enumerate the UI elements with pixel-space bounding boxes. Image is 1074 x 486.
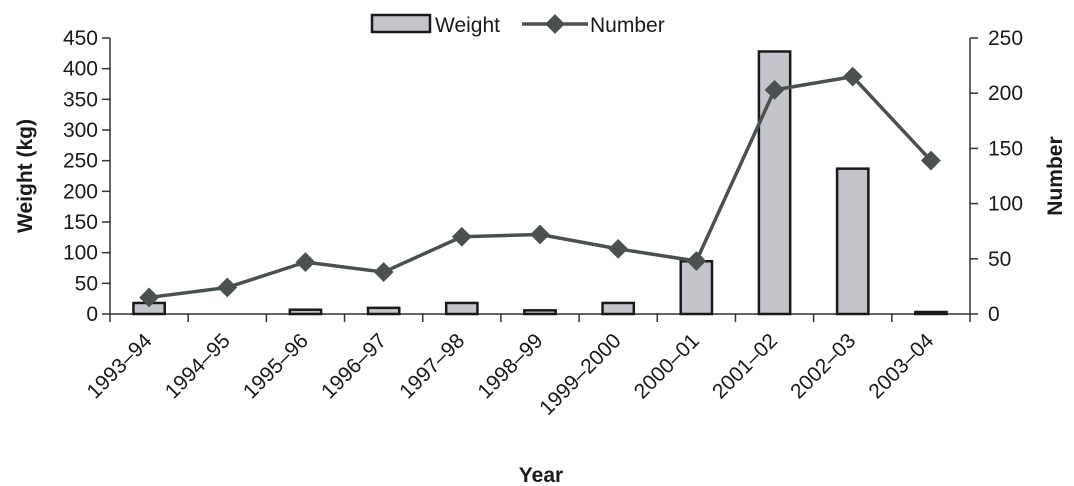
- right-tick-label: 100: [988, 193, 1023, 216]
- left-tick-label: 200: [63, 180, 98, 203]
- right-tick-label: 50: [988, 248, 1011, 271]
- x-tick-label: 1999–2000: [535, 329, 626, 420]
- number-marker: [451, 226, 472, 247]
- right-tick-label: 150: [988, 137, 1023, 160]
- weight-bar: [366, 306, 401, 316]
- weight-bar: [288, 308, 323, 316]
- right-tick-label: 250: [988, 27, 1023, 50]
- legend-number-label: Number: [590, 14, 665, 37]
- x-tick-label: 2003–04: [864, 329, 938, 403]
- number-marker: [139, 287, 159, 308]
- number-marker: [295, 252, 316, 273]
- number-marker: [217, 277, 238, 298]
- x-tick-label: 1995–96: [239, 329, 313, 403]
- weight-bar: [444, 301, 479, 316]
- number-series: [139, 66, 941, 308]
- left-tick-label: 450: [63, 27, 98, 50]
- x-tick-label: 1994–95: [161, 329, 235, 403]
- x-tick-label: 2001–02: [708, 329, 782, 403]
- left-tick-label: 350: [63, 88, 98, 111]
- right-tick-label: 200: [988, 82, 1023, 105]
- left-tick-label: 300: [63, 119, 98, 142]
- y-axis-title: Weight (kg): [14, 119, 37, 233]
- weight-bars: [132, 50, 948, 316]
- left-tick-label: 400: [63, 58, 98, 81]
- x-tick-label: 1997–98: [395, 329, 469, 403]
- x-tick-label: 2002–03: [786, 329, 860, 403]
- weight-bar: [835, 167, 870, 316]
- legend-number-marker: [545, 14, 565, 34]
- number-marker: [608, 238, 629, 259]
- x-axis-title: Year: [519, 464, 563, 486]
- x-axis-ticks: 1993–94 1994–95 1995–96 1996–97 1997–98 1998–…: [83, 314, 971, 420]
- left-axis-ticks: 0 50 100 150 200 250 300 350 400 450: [63, 27, 110, 326]
- right-axis-ticks: 0 50 100 150 200 250: [970, 27, 1023, 326]
- left-tick-label: 50: [75, 272, 98, 295]
- left-tick-label: 150: [63, 211, 98, 234]
- number-marker: [530, 224, 550, 245]
- left-tick-label: 100: [63, 242, 98, 265]
- weight-bar: [914, 310, 948, 316]
- left-tick-label: 0: [86, 303, 98, 326]
- weight-bar: [601, 301, 636, 316]
- y2-axis-title: Number: [1044, 136, 1067, 215]
- weight-bar: [523, 309, 557, 316]
- x-tick-label: 1993–94: [83, 329, 157, 403]
- right-tick-label: 0: [988, 303, 1000, 326]
- left-tick-label: 250: [63, 150, 98, 173]
- x-tick-label: 2000–01: [630, 329, 704, 403]
- legend-weight-swatch: [370, 13, 432, 34]
- number-line: [148, 74, 933, 300]
- x-tick-label: 1996–97: [317, 329, 391, 403]
- legend-weight-label: Weight: [435, 14, 500, 37]
- x-tick-label: 1998–99: [473, 329, 547, 403]
- number-marker: [686, 251, 707, 271]
- legend: Weight Number: [370, 13, 665, 37]
- number-marker: [373, 262, 394, 282]
